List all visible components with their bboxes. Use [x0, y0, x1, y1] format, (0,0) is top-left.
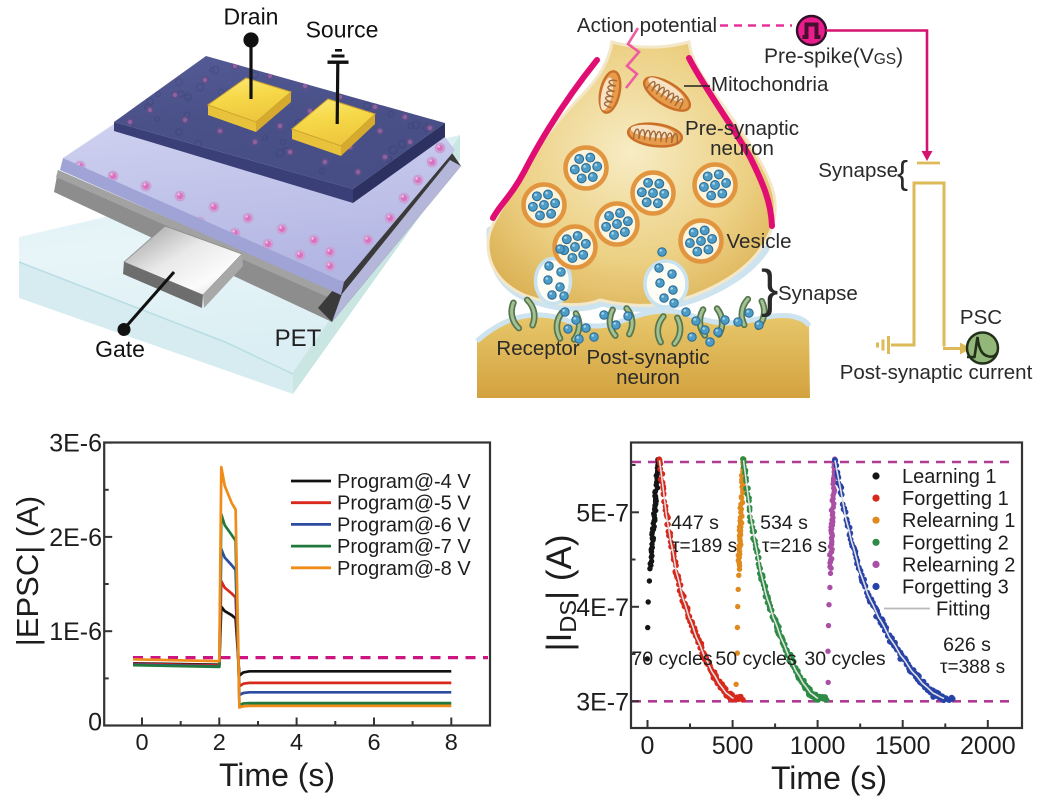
svg-text:6: 6 — [367, 729, 380, 755]
svg-text:PSC: PSC — [960, 306, 1002, 329]
svg-text:neuron: neuron — [710, 137, 774, 160]
svg-text:Action potential: Action potential — [577, 14, 717, 37]
svg-text:4: 4 — [290, 729, 303, 755]
svg-text:τ=189 s: τ=189 s — [672, 536, 737, 557]
svg-text:Forgetting 1: Forgetting 1 — [902, 488, 1009, 510]
svg-text:2: 2 — [213, 729, 226, 755]
svg-text:2E-6: 2E-6 — [49, 524, 102, 552]
svg-text:Synapse: Synapse — [778, 282, 858, 305]
svg-text:0: 0 — [88, 709, 102, 737]
svg-text:447 s: 447 s — [671, 512, 719, 534]
svg-text:Post-synaptic current: Post-synaptic current — [840, 361, 1033, 384]
svg-text:0: 0 — [135, 729, 148, 755]
svg-text:30 cycles: 30 cycles — [804, 648, 886, 670]
svg-text:Program@-8 V: Program@-8 V — [337, 558, 471, 580]
svg-text:Program@-7 V: Program@-7 V — [337, 536, 471, 558]
svg-text:Time (s): Time (s) — [771, 760, 887, 796]
svg-text:Gate: Gate — [95, 336, 145, 362]
svg-text:{: { — [897, 154, 908, 191]
svg-text:626 s: 626 s — [943, 634, 991, 656]
svg-text:8: 8 — [445, 729, 458, 755]
svg-text:5E-7: 5E-7 — [576, 499, 629, 527]
svg-text:|IDS| (A): |IDS| (A) — [540, 535, 581, 652]
svg-text:534 s: 534 s — [760, 512, 808, 534]
svg-text:Learning 1: Learning 1 — [902, 466, 997, 488]
svg-text:Source: Source — [306, 17, 379, 43]
svg-text:neuron: neuron — [616, 366, 680, 389]
svg-text:|EPSC| (A): |EPSC| (A) — [10, 496, 45, 646]
svg-text:1000: 1000 — [790, 732, 846, 760]
svg-text:Program@-4 V: Program@-4 V — [337, 471, 471, 493]
svg-text:1E-6: 1E-6 — [49, 618, 102, 646]
svg-text:Relearning 1: Relearning 1 — [902, 510, 1015, 532]
svg-text:Fitting: Fitting — [936, 599, 990, 621]
svg-text:0: 0 — [641, 732, 655, 760]
svg-text:Relearning 2: Relearning 2 — [902, 554, 1015, 576]
svg-text:τ=388 s: τ=388 s — [940, 657, 1005, 678]
svg-text:Pre-synaptic: Pre-synaptic — [685, 117, 799, 140]
svg-text:Program@-6 V: Program@-6 V — [337, 514, 471, 536]
svg-text:Mitochondria: Mitochondria — [711, 73, 829, 96]
svg-text:Drain: Drain — [224, 4, 279, 30]
svg-text:Pre-spike(VGS): Pre-spike(VGS) — [764, 45, 903, 68]
svg-text:3E-7: 3E-7 — [576, 688, 629, 716]
svg-text:1500: 1500 — [875, 732, 931, 760]
svg-text:τ=216 s: τ=216 s — [762, 536, 827, 557]
svg-text:4E-7: 4E-7 — [576, 594, 629, 622]
svg-text:}: } — [761, 260, 778, 318]
svg-text:3E-6: 3E-6 — [49, 430, 102, 458]
svg-text:500: 500 — [712, 732, 754, 760]
svg-text:Vesicle: Vesicle — [727, 230, 792, 253]
svg-text:Forgetting 2: Forgetting 2 — [902, 532, 1009, 554]
svg-text:2000: 2000 — [960, 732, 1016, 760]
svg-text:Time (s): Time (s) — [219, 757, 335, 793]
svg-text:Post-synaptic: Post-synaptic — [586, 346, 709, 369]
svg-text:50 cycles: 50 cycles — [715, 648, 797, 670]
svg-text:Forgetting 3: Forgetting 3 — [902, 577, 1009, 599]
svg-text:Program@-5 V: Program@-5 V — [337, 493, 471, 515]
svg-text:Receptor: Receptor — [496, 337, 579, 360]
svg-text:70 cycles: 70 cycles — [631, 648, 713, 670]
svg-text:Synapse: Synapse — [818, 159, 898, 182]
svg-text:PET: PET — [275, 325, 322, 352]
